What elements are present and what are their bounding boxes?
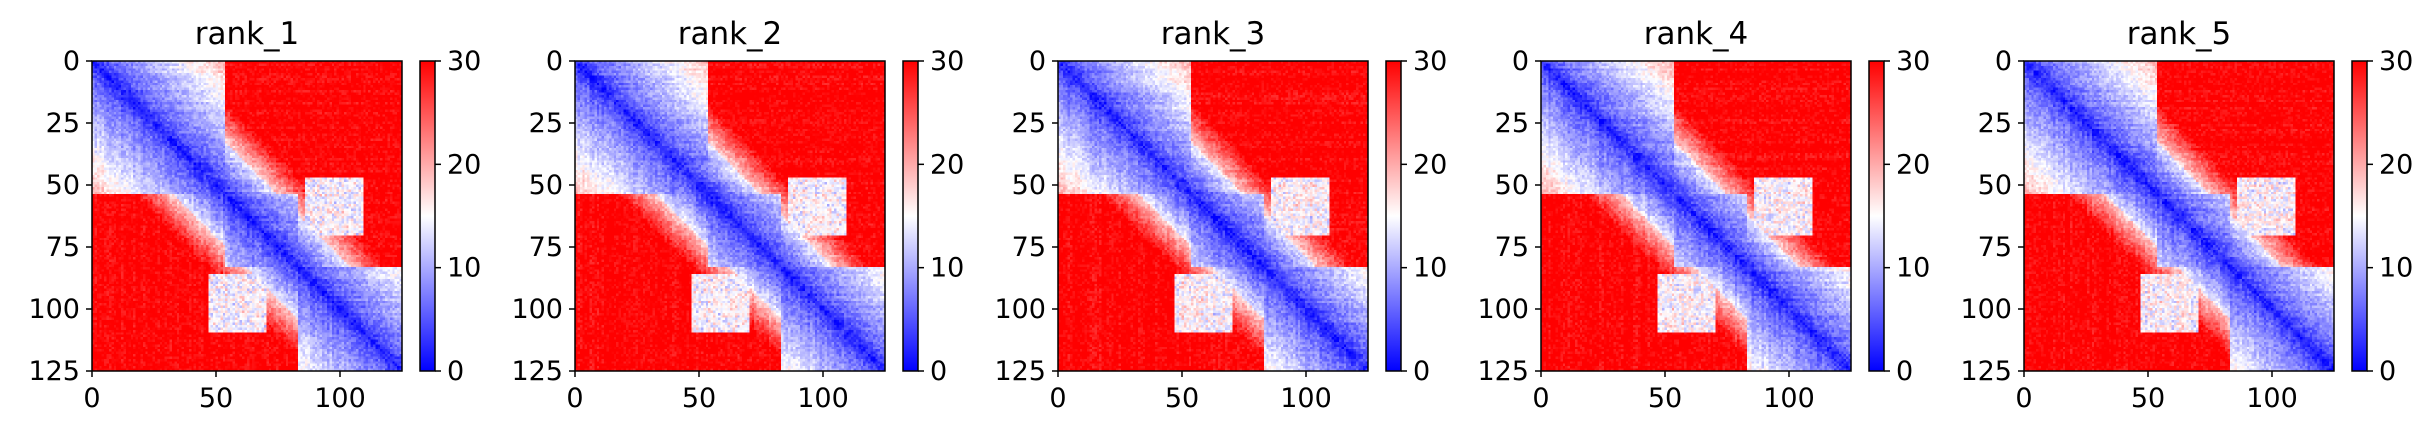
y-tick-label: 0 [1512, 46, 1529, 77]
y-tick-label: 50 [529, 170, 563, 201]
y-tick-label: 50 [1495, 170, 1529, 201]
heatmap-image [1058, 61, 1368, 371]
colorbar-tick-label: 10 [1413, 253, 1447, 284]
colorbar-tick-label: 30 [1896, 46, 1930, 77]
colorbar-tick-label: 0 [1896, 356, 1913, 387]
panel-title: rank_4 [1644, 16, 1749, 52]
y-tick-label: 75 [1495, 232, 1529, 263]
colorbar-tick-label: 0 [1413, 356, 1430, 387]
x-tick-label: 100 [1280, 383, 1332, 414]
panel-title: rank_3 [1161, 16, 1266, 52]
y-tick-label: 25 [1012, 108, 1046, 139]
y-tick-label: 100 [994, 294, 1046, 325]
y-tick-label: 100 [28, 294, 80, 325]
heatmap-image [92, 61, 402, 371]
colorbar-tick-label: 30 [1413, 46, 1447, 77]
y-tick-label: 0 [1029, 46, 1046, 77]
colorbar-tick-label: 0 [2379, 356, 2396, 387]
y-tick-label: 75 [46, 232, 80, 263]
x-tick-label: 50 [2131, 383, 2165, 414]
colorbar-frame [419, 60, 436, 372]
colorbar-tick-label: 30 [930, 46, 964, 77]
y-tick-label: 50 [1978, 170, 2012, 201]
y-tick-label: 125 [511, 356, 563, 387]
colorbar-tick-label: 20 [447, 149, 481, 180]
y-tick-label: 75 [1978, 232, 2012, 263]
colorbar [420, 61, 435, 371]
colorbar-tick-label: 20 [2379, 149, 2413, 180]
colorbar [1869, 61, 1884, 371]
y-tick-label: 0 [63, 46, 80, 77]
heatmap-image [1541, 61, 1851, 371]
heatmap-frame [91, 60, 403, 372]
y-tick-label: 25 [529, 108, 563, 139]
y-tick-label: 25 [1978, 108, 2012, 139]
y-tick-label: 50 [1012, 170, 1046, 201]
x-tick-label: 100 [2246, 383, 2298, 414]
colorbar-tick-label: 20 [1896, 149, 1930, 180]
colorbar-tick-label: 20 [930, 149, 964, 180]
x-tick-label: 50 [199, 383, 233, 414]
colorbar-tick-label: 0 [930, 356, 947, 387]
colorbar-frame [902, 60, 919, 372]
colorbar-tick-label: 0 [447, 356, 464, 387]
heatmap-image [2024, 61, 2334, 371]
colorbar-frame [1868, 60, 1885, 372]
colorbar-tick-label: 10 [447, 253, 481, 284]
panel-title: rank_1 [195, 16, 300, 52]
x-tick-label: 0 [83, 383, 100, 414]
x-tick-label: 50 [1165, 383, 1199, 414]
colorbar-tick-label: 30 [2379, 46, 2413, 77]
y-tick-label: 100 [511, 294, 563, 325]
colorbar [903, 61, 918, 371]
y-tick-label: 25 [1495, 108, 1529, 139]
y-tick-label: 50 [46, 170, 80, 201]
colorbar-tick-label: 10 [1896, 253, 1930, 284]
heatmap-frame [1540, 60, 1852, 372]
y-tick-label: 125 [28, 356, 80, 387]
heatmap-frame [574, 60, 886, 372]
colorbar-tick-label: 20 [1413, 149, 1447, 180]
colorbar-tick-label: 10 [930, 253, 964, 284]
heatmap-image [575, 61, 885, 371]
x-tick-label: 0 [2015, 383, 2032, 414]
y-tick-label: 75 [529, 232, 563, 263]
x-tick-label: 100 [797, 383, 849, 414]
x-tick-label: 50 [682, 383, 716, 414]
colorbar [1386, 61, 1401, 371]
x-tick-label: 0 [566, 383, 583, 414]
colorbar-tick-label: 30 [447, 46, 481, 77]
x-tick-label: 0 [1532, 383, 1549, 414]
y-tick-label: 25 [46, 108, 80, 139]
x-tick-label: 50 [1648, 383, 1682, 414]
colorbar [2352, 61, 2367, 371]
colorbar-frame [1385, 60, 1402, 372]
x-tick-label: 100 [314, 383, 366, 414]
y-tick-label: 125 [1960, 356, 2012, 387]
y-tick-label: 125 [994, 356, 1046, 387]
colorbar-frame [2351, 60, 2368, 372]
panel-title: rank_5 [2127, 16, 2232, 52]
y-tick-label: 125 [1477, 356, 1529, 387]
y-tick-label: 0 [1995, 46, 2012, 77]
y-tick-label: 100 [1960, 294, 2012, 325]
panel-title: rank_2 [678, 16, 783, 52]
heatmap-frame [1057, 60, 1369, 372]
y-tick-label: 0 [546, 46, 563, 77]
y-tick-label: 75 [1012, 232, 1046, 263]
heatmap-frame [2023, 60, 2335, 372]
colorbar-tick-label: 10 [2379, 253, 2413, 284]
x-tick-label: 100 [1763, 383, 1815, 414]
x-tick-label: 0 [1049, 383, 1066, 414]
y-tick-label: 100 [1477, 294, 1529, 325]
